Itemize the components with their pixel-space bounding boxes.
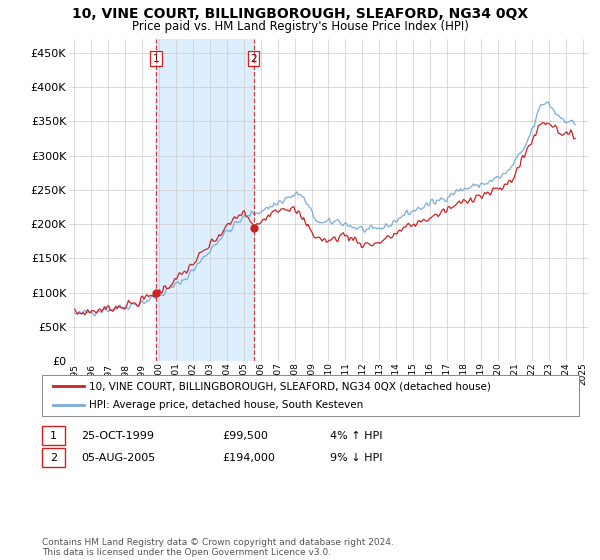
Text: 4% ↑ HPI: 4% ↑ HPI <box>330 431 383 441</box>
Text: HPI: Average price, detached house, South Kesteven: HPI: Average price, detached house, Sout… <box>89 400 363 410</box>
Text: Price paid vs. HM Land Registry's House Price Index (HPI): Price paid vs. HM Land Registry's House … <box>131 20 469 32</box>
Text: 05-AUG-2005: 05-AUG-2005 <box>81 452 155 463</box>
Text: £194,000: £194,000 <box>222 452 275 463</box>
Text: 1: 1 <box>152 54 159 64</box>
Text: 2: 2 <box>250 54 257 64</box>
Text: 9% ↓ HPI: 9% ↓ HPI <box>330 452 383 463</box>
Text: 10, VINE COURT, BILLINGBOROUGH, SLEAFORD, NG34 0QX (detached house): 10, VINE COURT, BILLINGBOROUGH, SLEAFORD… <box>89 381 491 391</box>
Text: Contains HM Land Registry data © Crown copyright and database right 2024.
This d: Contains HM Land Registry data © Crown c… <box>42 538 394 557</box>
Text: £99,500: £99,500 <box>222 431 268 441</box>
Text: 1: 1 <box>50 431 57 441</box>
Text: 2: 2 <box>50 452 57 463</box>
Bar <box>156 39 254 361</box>
Text: 25-OCT-1999: 25-OCT-1999 <box>81 431 154 441</box>
Text: 10, VINE COURT, BILLINGBOROUGH, SLEAFORD, NG34 0QX: 10, VINE COURT, BILLINGBOROUGH, SLEAFORD… <box>72 7 528 21</box>
